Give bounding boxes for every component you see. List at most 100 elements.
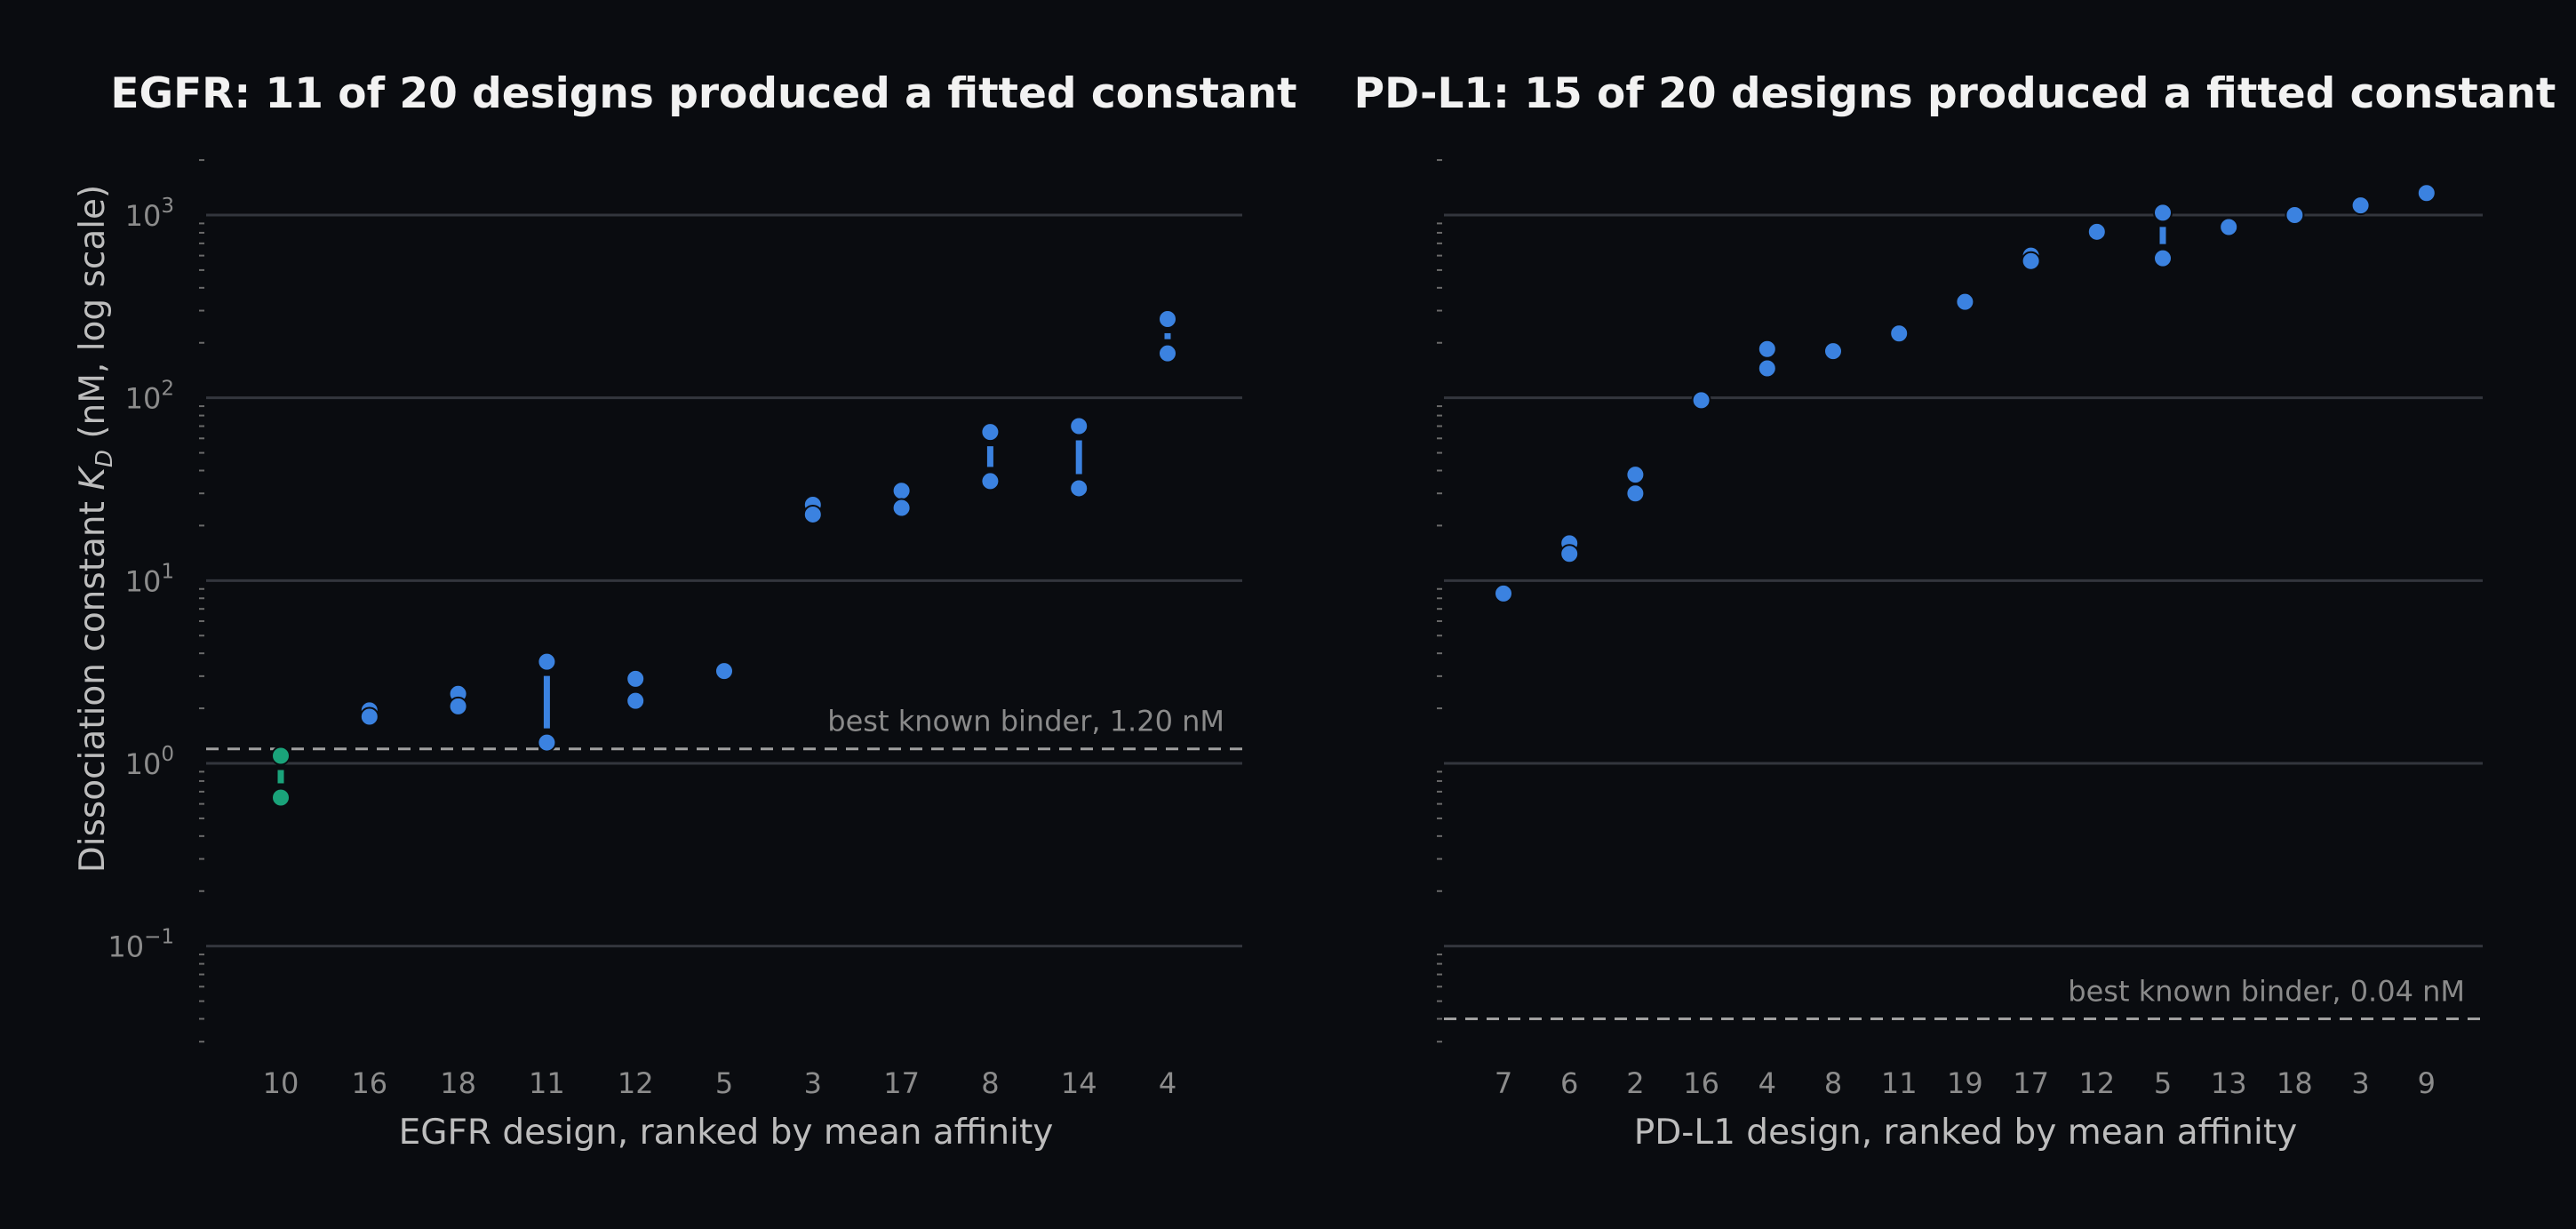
- egfr-data-point: [980, 422, 1001, 443]
- y-tick-base: 10: [125, 382, 162, 416]
- pd-l1-x-axis: 7 6 2 16 4 8 11 19 17 12 5 13 18 3 9: [1495, 1066, 2436, 1100]
- pd-l1-x-tick-label: 12: [2078, 1066, 2115, 1100]
- egfr-reference: best known binder, 1.20 nM: [206, 705, 1242, 751]
- y-tick-label: 103: [125, 195, 174, 233]
- egfr-data-point: [891, 481, 912, 501]
- pd-l1-x-tick-label: 16: [1683, 1066, 1719, 1100]
- egfr-data-point: [626, 690, 646, 711]
- pd-l1-data-point: [2285, 205, 2305, 225]
- pd-l1-data-point: [1757, 358, 1777, 379]
- pd-l1-panel: PD-L1: 15 of 20 designs produced a fitte…: [1354, 69, 2556, 1153]
- egfr-data-point: [271, 746, 291, 766]
- egfr-x-tick-label: 16: [351, 1066, 387, 1100]
- pd-l1-reference: best known binder, 0.04 nM: [1444, 975, 2483, 1021]
- egfr-chart-title: EGFR: 11 of 20 designs produced a fitted…: [110, 69, 1296, 118]
- egfr-x-tick-label: 4: [1159, 1066, 1176, 1100]
- y-tick-label: 10−1: [108, 926, 174, 964]
- pd-l1-x-tick-label: 17: [2013, 1066, 2049, 1100]
- pd-l1-x-tick-label: 6: [1560, 1066, 1578, 1100]
- egfr-grid: [206, 213, 1242, 948]
- egfr-x-tick-label: 5: [715, 1066, 733, 1100]
- pd-l1-grid: [1444, 213, 2483, 948]
- y-tick-exponent: 0: [161, 743, 174, 766]
- egfr-x-axis-label: EGFR design, ranked by mean affinity: [399, 1113, 1054, 1153]
- pd-l1-data-point: [2219, 217, 2239, 237]
- pd-l1-data-point: [2416, 183, 2436, 204]
- y-axis-label-subscript: D: [92, 450, 118, 467]
- y-axis-label-prefix: Dissociation constant: [73, 491, 113, 874]
- egfr-data-point: [359, 706, 379, 727]
- egfr-data-point: [980, 471, 1001, 491]
- y-tick-label: 101: [125, 560, 174, 598]
- egfr-marks: [271, 308, 1177, 808]
- pd-l1-data-point: [2153, 203, 2173, 223]
- pd-l1-x-tick-label: 4: [1759, 1066, 1776, 1100]
- egfr-x-axis: 10 16 18 11 12 5 3 17 8 14 4: [263, 1066, 1177, 1100]
- egfr-x-tick-label: 18: [440, 1066, 476, 1100]
- pd-l1-data-point: [1889, 323, 1910, 344]
- pd-l1-reference-label: best known binder, 0.04 nM: [2068, 975, 2465, 1009]
- egfr-data-point: [1158, 343, 1177, 363]
- y-tick-exponent: 1: [161, 560, 174, 583]
- egfr-x-tick-label: 17: [883, 1066, 920, 1100]
- pd-l1-data-point: [1757, 339, 1777, 359]
- pd-l1-x-tick-label: 11: [1881, 1066, 1918, 1100]
- pd-l1-data-point: [1691, 390, 1711, 411]
- y-tick-exponent: −1: [144, 926, 174, 949]
- egfr-data-point: [1069, 416, 1089, 436]
- pd-l1-data-point: [2086, 221, 2107, 242]
- egfr-data-point: [537, 732, 557, 753]
- pd-l1-data-point: [2153, 248, 2173, 268]
- pd-l1-x-axis-label: PD-L1 design, ranked by mean affinity: [1634, 1113, 2297, 1153]
- egfr-data-point: [802, 504, 823, 524]
- pd-l1-x-tick-label: 19: [1947, 1066, 1983, 1100]
- egfr-data-point: [891, 498, 912, 518]
- y-tick-base: 10: [108, 930, 144, 964]
- egfr-x-tick-label: 3: [804, 1066, 822, 1100]
- egfr-x-tick-label: 14: [1061, 1066, 1097, 1100]
- egfr-data-point: [537, 651, 557, 672]
- pd-l1-data-point: [2021, 251, 2041, 271]
- y-axis-label-symbol: K: [73, 465, 113, 491]
- egfr-x-tick-label: 12: [618, 1066, 654, 1100]
- pd-l1-data-point: [1559, 544, 1580, 564]
- pd-l1-data-point: [2350, 196, 2371, 216]
- y-tick-base: 10: [125, 199, 162, 233]
- pd-l1-data-point: [1494, 583, 1513, 603]
- pd-l1-x-tick-label: 5: [2154, 1066, 2172, 1100]
- pd-l1-data-point: [1625, 465, 1646, 485]
- pd-l1-x-tick-label: 2: [1626, 1066, 1644, 1100]
- egfr-data-point: [714, 661, 734, 682]
- pd-l1-marks: [1494, 183, 2436, 603]
- pd-l1-x-tick-label: 18: [2277, 1066, 2313, 1100]
- pd-l1-data-point: [1823, 341, 1843, 362]
- y-tick-exponent: 2: [161, 378, 174, 401]
- pd-l1-x-tick-label: 8: [1824, 1066, 1842, 1100]
- y-tick-base: 10: [125, 564, 162, 598]
- egfr-data-point: [1069, 478, 1089, 499]
- pd-l1-x-tick-label: 9: [2418, 1066, 2436, 1100]
- egfr-x-tick-label: 11: [529, 1066, 565, 1100]
- pd-l1-data-point: [1955, 291, 1975, 312]
- pd-l1-x-tick-label: 7: [1495, 1066, 1512, 1100]
- pd-l1-y-axis: [1437, 159, 1442, 1043]
- egfr-x-tick-label: 8: [981, 1066, 999, 1100]
- egfr-data-point: [1158, 308, 1177, 329]
- egfr-panel: EGFR: 11 of 20 designs produced a fitted…: [73, 69, 1297, 1153]
- y-axis-label: Dissociation constant KD (nM, log scale): [73, 185, 118, 874]
- egfr-x-tick-label: 10: [263, 1066, 299, 1100]
- egfr-reference-label: best known binder, 1.20 nM: [827, 705, 1224, 738]
- y-axis-label-suffix: (nM, log scale): [73, 185, 113, 450]
- egfr-data-point: [448, 696, 468, 716]
- egfr-data-point: [271, 787, 291, 808]
- pd-l1-x-tick-label: 13: [2211, 1066, 2247, 1100]
- y-tick-label: 100: [125, 743, 174, 781]
- pd-l1-x-tick-label: 3: [2351, 1066, 2369, 1100]
- egfr-data-point: [626, 668, 646, 689]
- y-tick-base: 10: [125, 747, 162, 781]
- y-tick-exponent: 3: [161, 195, 174, 218]
- y-tick-label: 102: [125, 378, 174, 416]
